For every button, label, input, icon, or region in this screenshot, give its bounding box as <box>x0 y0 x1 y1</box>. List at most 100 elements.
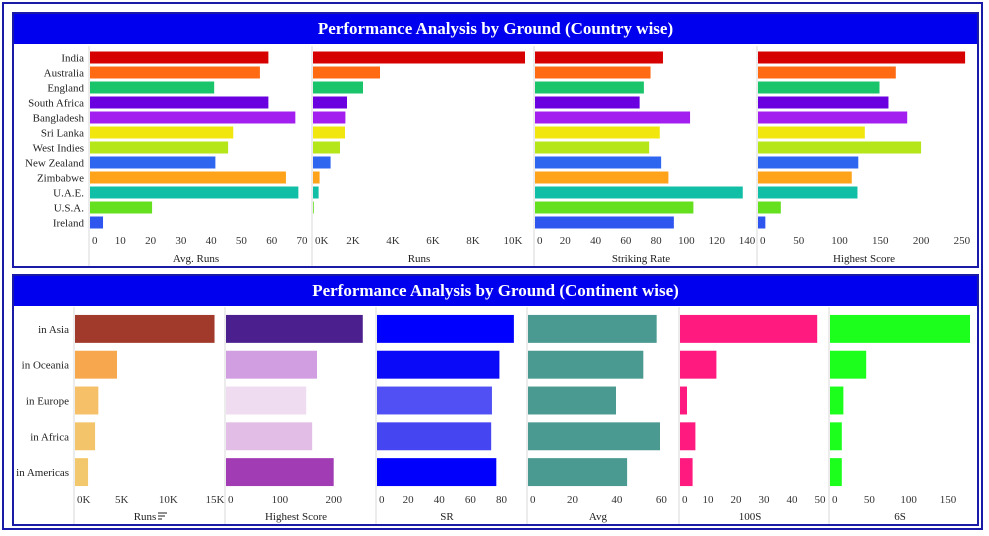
axis-title-100s: 100S <box>739 511 762 523</box>
category-label-bangladesh: Bangladesh <box>33 113 85 125</box>
tick-label-6s-1: 50 <box>864 494 876 506</box>
bar-avg-runs-west-indies <box>90 141 229 154</box>
country-panel: Performance Analysis by Ground (Country … <box>12 12 979 268</box>
bar-runs-in-americas <box>75 458 89 487</box>
tick-label-avg-3: 60 <box>656 494 668 506</box>
tick-label-runs-2: 10K <box>159 494 178 506</box>
category-label-sri-lanka: Sri Lanka <box>41 128 84 140</box>
bar-highest-score-in-oceania <box>226 350 317 379</box>
tick-label-avg-runs-5: 50 <box>236 235 248 247</box>
category-label-in-europe: in Europe <box>26 396 69 408</box>
bar-highest-score-new-zealand <box>758 156 859 169</box>
axis-title-6s: 6S <box>894 511 906 523</box>
tick-label-avg-2: 40 <box>611 494 623 506</box>
bar-highest-score-bangladesh <box>758 111 908 124</box>
tick-label-avg-runs-7: 70 <box>297 235 309 247</box>
bar-runs-sri-lanka <box>313 126 345 139</box>
bar-highest-score-in-asia <box>226 314 363 343</box>
tick-label-striking-rate-6: 120 <box>708 235 725 247</box>
bar-runs-zimbabwe <box>313 171 320 184</box>
bar-6s-in-americas <box>830 458 842 487</box>
tick-label-sr-2: 40 <box>434 494 446 506</box>
bar-100s-in-asia <box>680 314 818 343</box>
tick-label-runs-0: 0K <box>77 494 91 506</box>
bar-avg-in-africa <box>528 422 660 451</box>
bar-avg-runs-england <box>90 81 215 94</box>
tick-label-sr-1: 20 <box>403 494 415 506</box>
bar-avg-in-europe <box>528 386 616 415</box>
category-label-in-asia: in Asia <box>38 324 69 336</box>
tick-label-striking-rate-5: 100 <box>678 235 695 247</box>
bar-100s-in-europe <box>680 386 687 415</box>
axis-title-highest-score: Highest Score <box>265 511 327 523</box>
bar-runs-south-africa <box>313 96 347 109</box>
tick-label-striking-rate-0: 0 <box>537 235 543 247</box>
tick-label-avg-runs-1: 10 <box>115 235 127 247</box>
bar-striking-rate-u-a-e <box>535 186 743 199</box>
tick-label-sr-0: 0 <box>379 494 385 506</box>
tick-label-100s-3: 30 <box>759 494 771 506</box>
bar-striking-rate-u-s-a <box>535 201 694 214</box>
tick-label-avg-runs-4: 40 <box>206 235 218 247</box>
tick-label-avg-0: 0 <box>530 494 536 506</box>
tick-label-runs-1: 2K <box>346 235 360 247</box>
bar-striking-rate-bangladesh <box>535 111 691 124</box>
tick-label-highest-score-2: 100 <box>831 235 848 247</box>
tick-label-striking-rate-1: 20 <box>560 235 572 247</box>
bar-runs-in-africa <box>75 422 96 451</box>
bar-6s-in-africa <box>830 422 842 451</box>
axis-title-sr: SR <box>440 511 454 523</box>
bar-runs-in-europe <box>75 386 99 415</box>
bar-striking-rate-india <box>535 51 663 64</box>
tick-label-highest-score-1: 100 <box>272 494 289 506</box>
category-label-india: India <box>61 53 84 65</box>
category-label-new-zealand: New Zealand <box>25 158 84 170</box>
category-label-zimbabwe: Zimbabwe <box>37 173 84 185</box>
tick-label-avg-1: 20 <box>567 494 579 506</box>
country-panel-title: Performance Analysis by Ground (Country … <box>14 14 977 44</box>
bar-highest-score-u-s-a <box>758 201 781 214</box>
continent-chart: in Asia in Oceania in Europe in Africa in Am… <box>16 307 970 524</box>
bar-100s-in-oceania <box>680 350 717 379</box>
tick-label-highest-score-2: 200 <box>325 494 342 506</box>
sort-icon <box>158 512 167 520</box>
bar-highest-score-england <box>758 81 880 94</box>
bar-avg-runs-australia <box>90 66 260 79</box>
bar-striking-rate-ireland <box>535 216 674 229</box>
bar-avg-runs-new-zealand <box>90 156 216 169</box>
continent-panel-title: Performance Analysis by Ground (Continen… <box>14 276 977 306</box>
bar-100s-in-americas <box>680 458 693 487</box>
category-label-england: England <box>47 83 84 95</box>
bar-striking-rate-south-africa <box>535 96 640 109</box>
dashboard-frame: Performance Analysis by Ground (Country … <box>2 2 983 530</box>
bar-striking-rate-new-zealand <box>535 156 662 169</box>
tick-label-100s-0: 0 <box>682 494 688 506</box>
bar-highest-score-australia <box>758 66 896 79</box>
axis-title-runs: Runs <box>134 511 157 523</box>
tick-label-highest-score-1: 50 <box>793 235 805 247</box>
bar-runs-in-asia <box>75 314 215 343</box>
bar-runs-new-zealand <box>313 156 331 169</box>
bar-runs-u-s-a <box>313 201 314 214</box>
tick-label-100s-1: 10 <box>703 494 715 506</box>
bar-avg-runs-bangladesh <box>90 111 296 124</box>
bar-avg-runs-india <box>90 51 269 64</box>
bar-highest-score-ireland <box>758 216 766 229</box>
category-label-australia: Australia <box>44 68 84 80</box>
bar-100s-in-africa <box>680 422 696 451</box>
bar-runs-u-a-e <box>313 186 319 199</box>
bar-striking-rate-australia <box>535 66 651 79</box>
tick-label-highest-score-3: 150 <box>872 235 889 247</box>
category-label-ireland: Ireland <box>53 218 85 230</box>
bar-sr-in-oceania <box>377 350 500 379</box>
tick-label-striking-rate-4: 80 <box>651 235 663 247</box>
tick-label-striking-rate-7: 140 <box>739 235 756 247</box>
bar-highest-score-zimbabwe <box>758 171 852 184</box>
tick-label-runs-5: 10K <box>504 235 523 247</box>
bar-sr-in-asia <box>377 314 514 343</box>
bar-avg-in-asia <box>528 314 657 343</box>
tick-label-striking-rate-2: 40 <box>590 235 602 247</box>
tick-label-sr-3: 60 <box>465 494 477 506</box>
bar-runs-west-indies <box>313 141 340 154</box>
bar-highest-score-in-africa <box>226 422 313 451</box>
